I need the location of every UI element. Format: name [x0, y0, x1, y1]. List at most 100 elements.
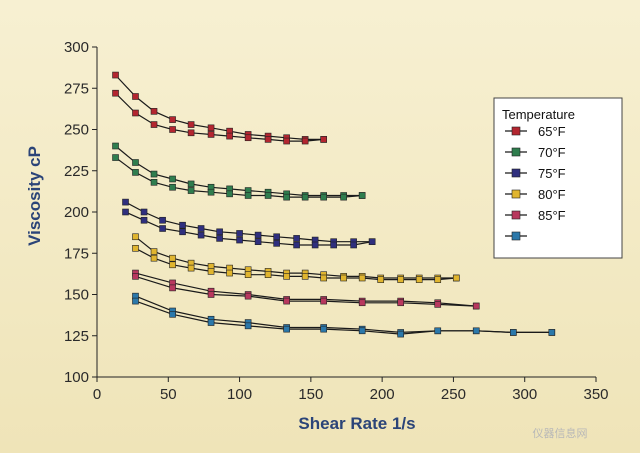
- data-point: [254, 231, 262, 239]
- legend-label: 65°F: [538, 124, 566, 139]
- data-point: [226, 132, 233, 140]
- data-point: [293, 241, 300, 249]
- series-5-line-2: [135, 275, 477, 307]
- data-point: [358, 192, 366, 199]
- data-point: [264, 192, 272, 199]
- data-point: [132, 245, 139, 252]
- data-point: [264, 271, 272, 279]
- data-point: [150, 254, 158, 262]
- plot-area: [112, 71, 556, 338]
- legend-label: 75°F: [538, 166, 566, 181]
- data-point: [169, 254, 176, 262]
- data-point: [226, 190, 233, 198]
- series-1-line-1: [115, 74, 324, 140]
- data-point: [112, 71, 119, 79]
- y-tick-label: 300: [64, 39, 89, 56]
- y-axis-title: Viscosity cP: [25, 146, 44, 246]
- y-tick-label: 125: [64, 328, 89, 345]
- legend-marker: [511, 231, 521, 241]
- data-point: [187, 121, 195, 128]
- data-point: [273, 233, 280, 241]
- data-point: [301, 137, 309, 145]
- data-point: [169, 126, 176, 133]
- data-point: [132, 109, 139, 117]
- data-point: [510, 329, 517, 336]
- data-point: [236, 230, 243, 237]
- data-point: [132, 233, 139, 241]
- data-point: [320, 136, 327, 143]
- data-point: [150, 121, 158, 128]
- x-tick-label: 350: [583, 386, 608, 403]
- data-point: [368, 238, 376, 245]
- data-point: [197, 231, 205, 239]
- data-point: [283, 325, 290, 333]
- data-point: [264, 136, 272, 143]
- data-point: [169, 261, 176, 269]
- series-5-line-1: [135, 272, 477, 307]
- data-point: [301, 193, 309, 201]
- data-point: [358, 274, 366, 282]
- series-3: [122, 198, 376, 249]
- legend-marker: [511, 210, 521, 220]
- data-point: [150, 108, 158, 115]
- data-point: [122, 208, 129, 216]
- data-point: [207, 268, 215, 275]
- data-point: [150, 179, 158, 186]
- y-tick-label: 175: [64, 245, 89, 262]
- data-point: [434, 301, 442, 308]
- x-tick-label: 50: [160, 386, 177, 403]
- data-point: [140, 216, 148, 224]
- data-point: [150, 248, 158, 255]
- series-1-line-2: [115, 92, 324, 142]
- data-point: [169, 284, 176, 292]
- data-point: [452, 274, 460, 282]
- data-point: [216, 228, 223, 236]
- data-point: [140, 208, 148, 216]
- y-tick-label: 100: [64, 369, 89, 386]
- data-point: [244, 292, 252, 300]
- data-point: [301, 273, 309, 280]
- data-point: [472, 302, 480, 310]
- series-4-line-2: [135, 247, 457, 281]
- y-tick-label: 225: [64, 163, 89, 180]
- x-axis-title: Shear Rate 1/s: [298, 414, 415, 433]
- series-2-line-1: [115, 145, 363, 197]
- legend-title: Temperature: [502, 107, 575, 122]
- data-point: [207, 124, 215, 132]
- data-point: [254, 238, 262, 245]
- data-point: [159, 216, 166, 224]
- data-point: [320, 193, 327, 201]
- data-point: [273, 240, 280, 247]
- data-point: [293, 235, 300, 242]
- data-point: [169, 310, 176, 318]
- data-point: [112, 142, 119, 150]
- x-tick-label: 200: [370, 386, 395, 403]
- x-tick-label: 150: [298, 386, 323, 403]
- y-tick-label: 150: [64, 287, 89, 304]
- data-point: [350, 241, 357, 249]
- data-point: [132, 297, 139, 305]
- data-point: [397, 299, 404, 307]
- data-point: [320, 325, 327, 333]
- data-point: [434, 276, 442, 283]
- series-6: [132, 292, 556, 338]
- data-point: [236, 236, 243, 244]
- legend-marker: [511, 189, 521, 199]
- data-point: [132, 93, 139, 100]
- data-point: [207, 319, 215, 326]
- data-point: [244, 134, 252, 142]
- x-tick-label: 0: [93, 386, 101, 403]
- legend-marker: [511, 126, 521, 136]
- data-point: [415, 276, 423, 283]
- legend-label: 85°F: [538, 208, 566, 223]
- x-tick-label: 250: [441, 386, 466, 403]
- data-point: [169, 183, 176, 191]
- data-point: [169, 116, 176, 123]
- data-point: [197, 225, 205, 232]
- data-point: [358, 299, 366, 307]
- data-point: [377, 276, 385, 283]
- data-point: [207, 291, 215, 298]
- data-point: [132, 169, 139, 176]
- data-point: [244, 192, 252, 199]
- data-point: [187, 129, 195, 137]
